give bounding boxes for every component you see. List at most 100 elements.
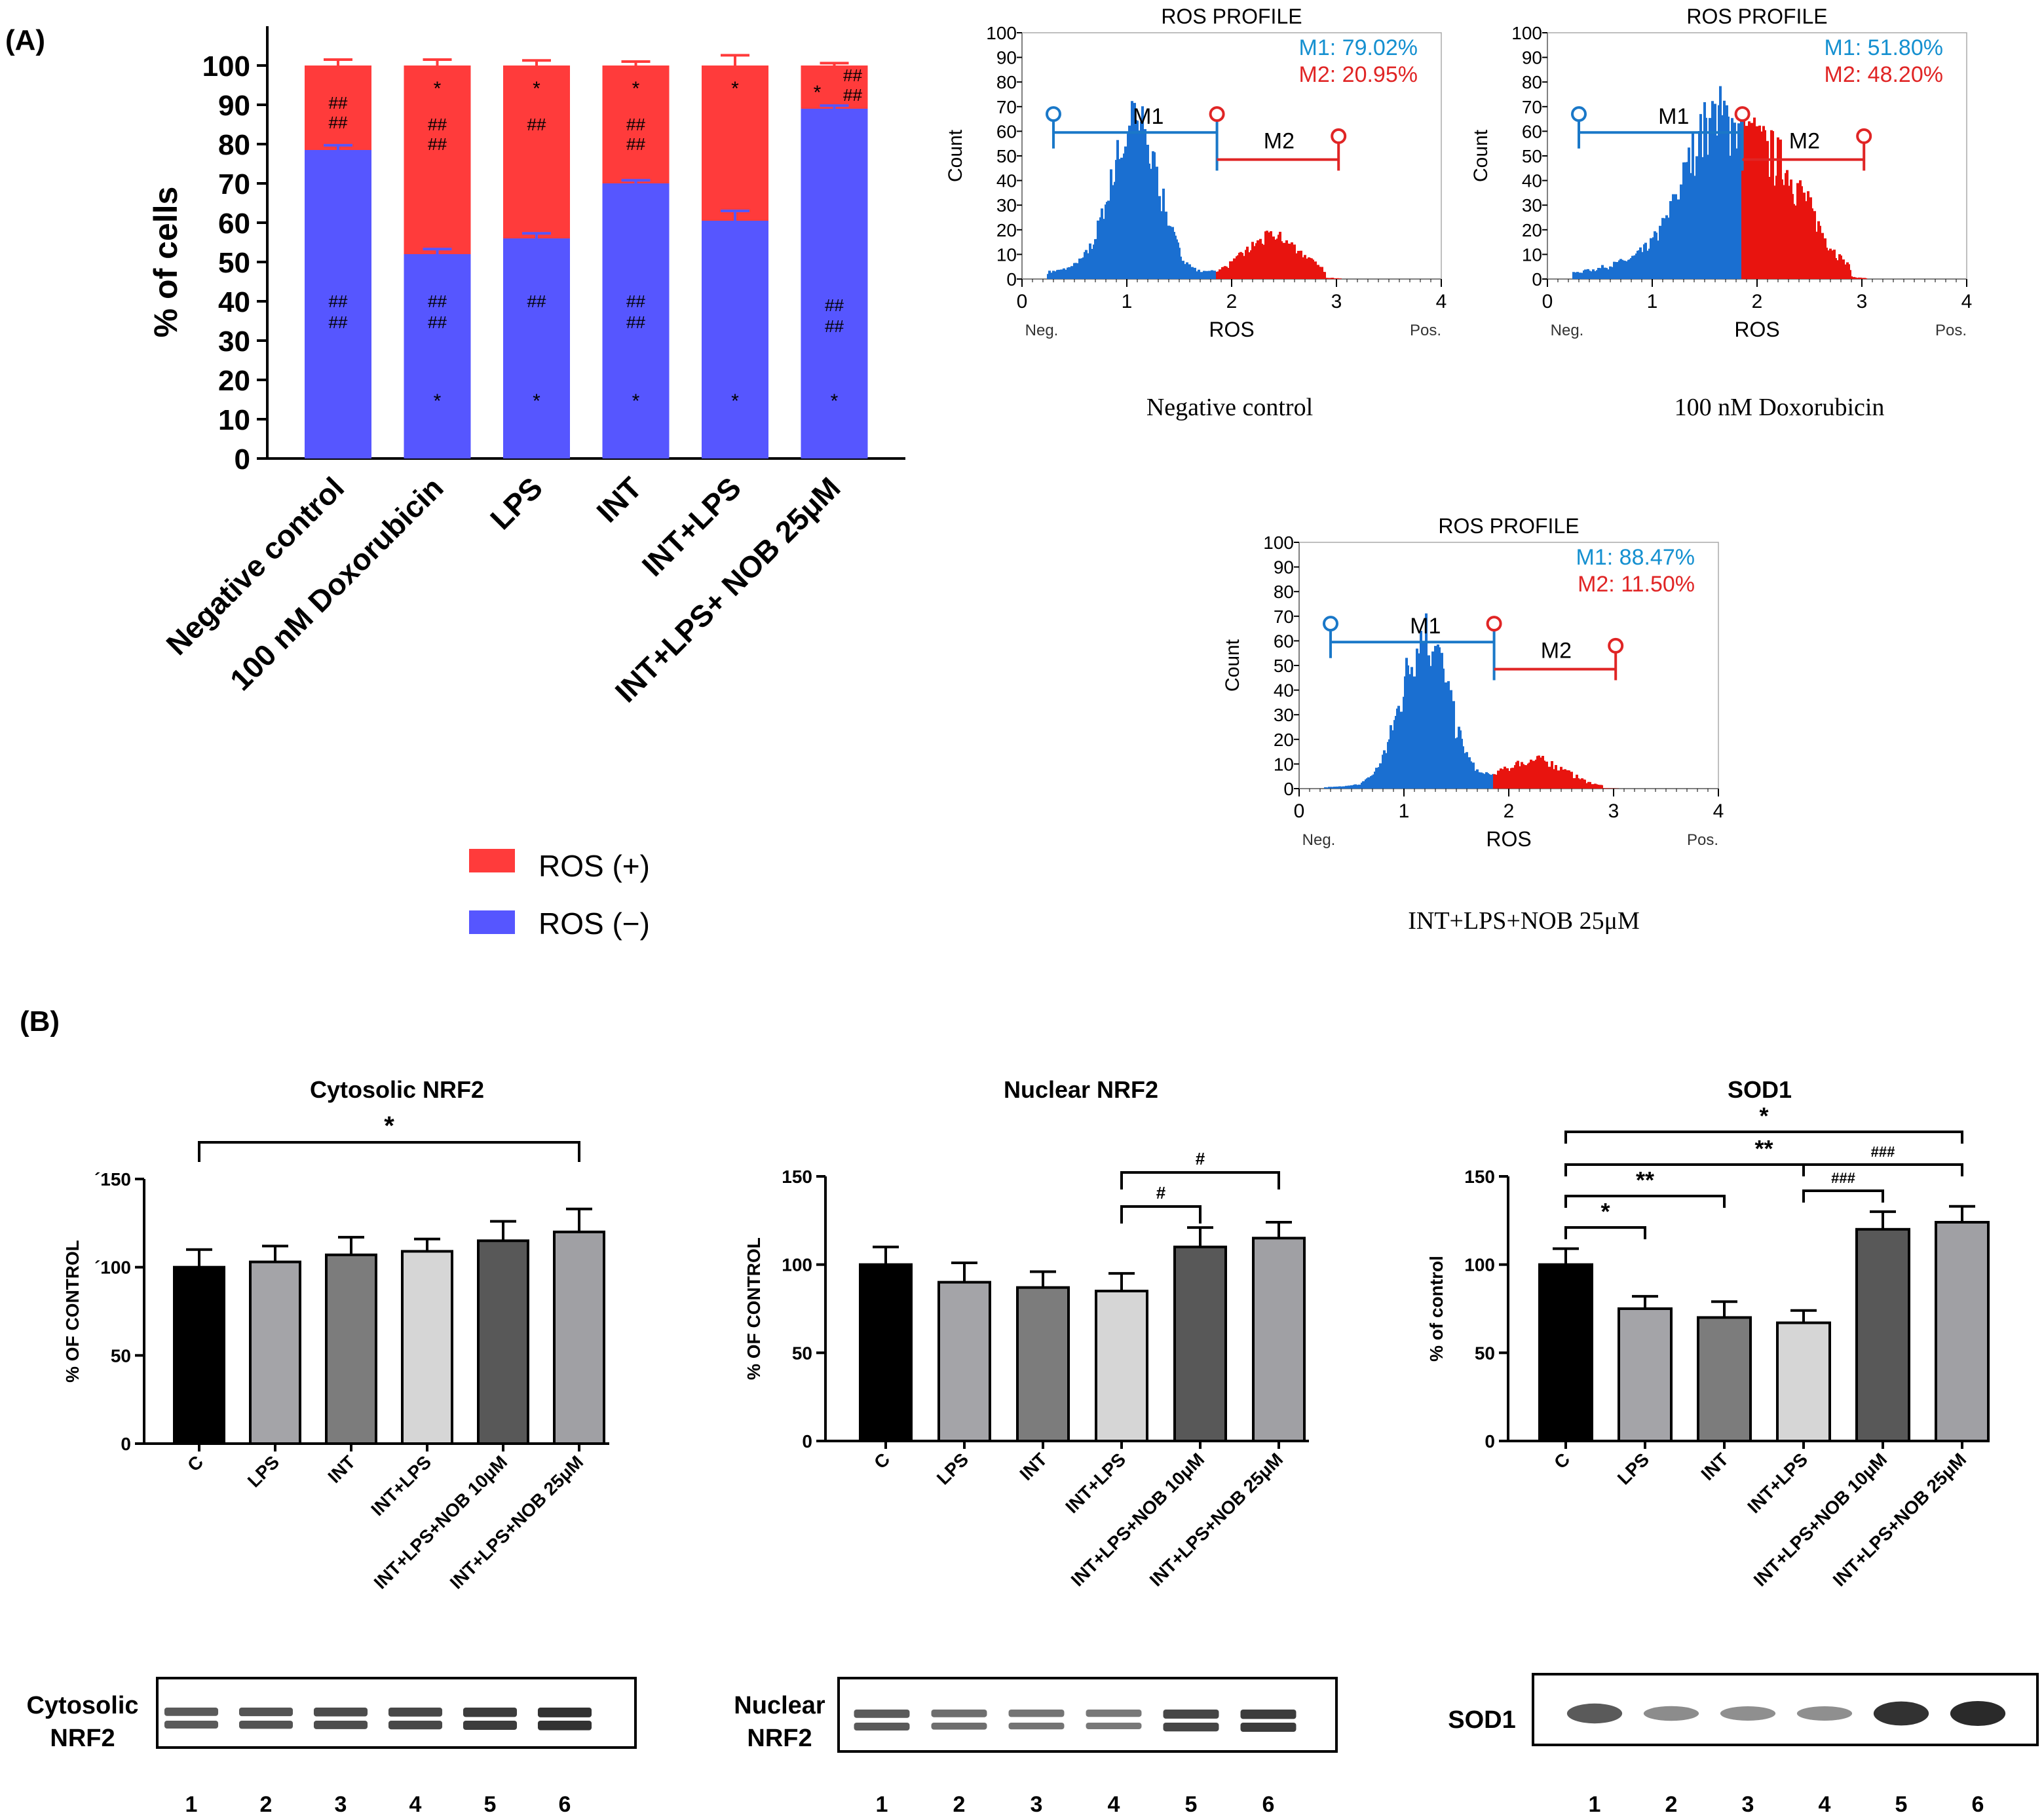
bar <box>1538 1263 1593 1442</box>
bar-chart-title: Nuclear NRF2 <box>1004 1076 1158 1103</box>
histogram-ytick-label: 70 <box>1274 607 1294 627</box>
histogram-ytick-label: 40 <box>1522 171 1542 191</box>
histogram-m2-bars <box>1493 755 1619 789</box>
histogram-m1-bars <box>1572 86 1743 279</box>
histogram-ytick-label: 100 <box>1511 23 1542 43</box>
sig-label: # <box>1196 1149 1205 1169</box>
legend-label-neg: ROS (−) <box>539 907 650 941</box>
histogram-xtick-label: 3 <box>1331 291 1342 312</box>
histogram-m1-bars <box>1324 613 1494 789</box>
histogram-xlabel: ROS <box>1486 827 1531 851</box>
bar-chart-ytick-label: 50 <box>792 1343 812 1363</box>
histogram-m1-value: M1: 51.80% <box>1825 35 1943 60</box>
bar-chart-ytick-label: 150 <box>782 1167 812 1187</box>
histogram-ytick-label: 70 <box>1522 97 1542 117</box>
histogram-title: ROS PROFILE <box>1161 5 1302 28</box>
gate-m2-left-handle <box>1486 616 1502 632</box>
bar <box>1252 1237 1306 1443</box>
histogram-pos-label: Pos. <box>1935 322 1967 339</box>
bar-chart-1: Cytosolic NRF2 0 50 ´100 ´150 % OF CONTROL C LP… <box>26 1076 637 1815</box>
histogram-xtick-label: 4 <box>1436 291 1447 312</box>
stacked-ytick-label: 30 <box>218 326 250 358</box>
sig-bracket <box>1120 1171 1280 1189</box>
stacked-ytick-label: 50 <box>218 247 250 279</box>
bar-chart-ytick-label: 0 <box>1485 1431 1495 1451</box>
histogram-xtick-label: 3 <box>1608 800 1619 822</box>
blot-band <box>1163 1723 1219 1732</box>
blot-lane-number: 4 <box>409 1792 422 1815</box>
stacked-bar-neg <box>305 150 371 458</box>
stacked-ann-star-top: * <box>731 78 739 100</box>
bar <box>553 1230 605 1446</box>
stacked-bar-pos <box>503 65 570 238</box>
blot-band <box>1643 1706 1699 1721</box>
blot-lane-number: 4 <box>1819 1792 1831 1815</box>
histogram-xtick-label: 2 <box>1504 800 1515 822</box>
western-blot: SOD1 1 2 3 4 5 6 <box>1448 1673 2039 1815</box>
stacked-ann-star-top: * <box>434 78 442 100</box>
blot-band <box>931 1723 987 1730</box>
bar-xtick-label: C <box>183 1451 207 1475</box>
histogram-ytick-label: 80 <box>996 72 1017 92</box>
histogram-neg-label: Neg. <box>1551 322 1584 339</box>
stacked-ann-star-top: * <box>533 78 540 100</box>
blot-band <box>537 1708 592 1717</box>
histogram-xtick-label: 0 <box>1017 291 1028 312</box>
stacked-ann-star-bottom: * <box>632 390 640 412</box>
blot-lane-number: 3 <box>1031 1792 1043 1815</box>
gate-m1-handle <box>1046 106 1061 122</box>
stacked-ytick-label: 90 <box>218 90 250 122</box>
sig-bracket <box>198 1141 580 1162</box>
stacked-ann-star-top: * <box>632 78 640 100</box>
stacked-ann-hash-neg: ## <box>428 291 447 311</box>
blot-lane-number: 5 <box>1185 1792 1198 1815</box>
bar-chart-ytick-label: 50 <box>111 1345 131 1366</box>
stacked-ann-hash-pos: ## <box>626 134 645 154</box>
stacked-ytick-label: 40 <box>218 286 250 318</box>
histogram-neg-label: Neg. <box>1302 831 1336 849</box>
histogram-xtick-label: 3 <box>1857 291 1868 312</box>
stacked-ytick-label: 20 <box>218 365 250 397</box>
histogram-ytick-label: 10 <box>1274 754 1294 774</box>
bar-chart-ytick-label: 100 <box>1464 1255 1495 1275</box>
blot-band <box>854 1723 910 1731</box>
histogram-xtick-label: 1 <box>1399 800 1410 822</box>
blot-band <box>1566 1703 1623 1724</box>
bar-chart-title: Cytosolic NRF2 <box>310 1076 484 1103</box>
bar-chart-ylabel: % OF CONTROL <box>744 1237 764 1380</box>
histogram-m2-value: M2: 48.20% <box>1825 62 1943 87</box>
gate-m2-handle <box>1331 128 1347 144</box>
stacked-ann-hash-pos: ## <box>527 115 546 134</box>
gate-m1-label: M1 <box>1133 104 1164 129</box>
stacked-bar-pos <box>801 65 868 109</box>
histogram-2: ROS PROFILE 0 10 20 30 40 50 60 70 80 90 100 0 1 2 3 4 Co… <box>1470 5 1972 421</box>
histogram-ytick-label: 50 <box>996 146 1017 166</box>
bar <box>1095 1290 1148 1442</box>
blot-lane-number: 2 <box>260 1792 273 1815</box>
histogram-caption: 100 nM Doxorubicin <box>1675 394 1885 421</box>
histogram-ytick-label: 40 <box>996 171 1017 191</box>
blot-band <box>1086 1723 1142 1729</box>
panel-a-label: (A) <box>5 24 45 56</box>
histogram-xtick-label: 4 <box>1713 800 1724 822</box>
stacked-ann-hash-neg: ## <box>527 291 546 311</box>
blot-label: NRF2 <box>50 1725 115 1752</box>
sig-bracket <box>1564 1131 1963 1144</box>
gate-m1-label: M1 <box>1410 614 1441 639</box>
stacked-bar-pos <box>404 65 471 254</box>
sig-bracket <box>1564 1226 1646 1239</box>
histogram-ylabel: Count <box>1470 129 1492 182</box>
blot-band <box>1796 1706 1853 1721</box>
histogram-m1-value: M1: 79.02% <box>1299 35 1418 60</box>
stacked-ytick-label: 70 <box>218 168 250 200</box>
stacked-ann-star-top: * <box>814 82 822 103</box>
bar-xtick-label: INT+LPS+NOB 25μM <box>1146 1449 1287 1590</box>
gate-m2-label: M2 <box>1264 129 1295 154</box>
bar-xtick-label: LPS <box>1614 1449 1653 1488</box>
histogram-caption: Negative control <box>1146 394 1313 421</box>
sig-label: ** <box>1754 1135 1773 1162</box>
blot-band <box>1086 1710 1142 1717</box>
blot-band <box>164 1708 219 1716</box>
stacked-ann-hash-neg: ## <box>626 312 645 332</box>
histogram-title: ROS PROFILE <box>1686 5 1827 28</box>
